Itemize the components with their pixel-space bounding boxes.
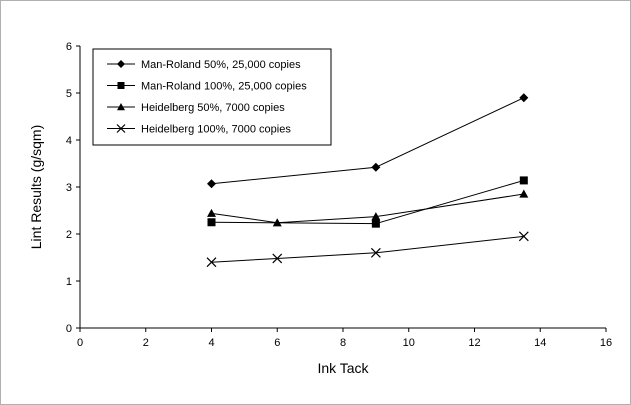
- legend-item: Man-Roland 50%, 25,000 copies: [107, 59, 301, 71]
- data-point: [371, 162, 381, 172]
- data-point: [206, 257, 217, 268]
- legend-marker: [117, 103, 125, 111]
- y-tick-label: 4: [66, 135, 72, 147]
- data-point: [371, 212, 381, 221]
- y-tick-label: 1: [66, 276, 72, 288]
- y-tick-label: 5: [66, 88, 72, 100]
- legend-label: Heidelberg 100%, 7000 copies: [141, 124, 291, 136]
- data-point: [207, 179, 216, 189]
- series-layer: [206, 93, 529, 268]
- series-1: [207, 93, 529, 189]
- legend-marker: [116, 124, 126, 133]
- legend-marker: [117, 82, 125, 89]
- legend-label: Heidelberg 50%, 7000 copies: [141, 102, 285, 114]
- data-point: [207, 208, 216, 217]
- x-tick-label: 0: [77, 337, 83, 349]
- data-point: [371, 219, 380, 228]
- y-tick-label: 2: [66, 229, 72, 241]
- x-tick-label: 2: [143, 337, 149, 349]
- data-point: [519, 176, 528, 185]
- x-tick-label: 16: [600, 337, 612, 349]
- x-tick-label: 12: [468, 337, 480, 349]
- data-point: [207, 218, 216, 227]
- legend: Man-Roland 50%, 25,000 copies Man-Roland …: [92, 48, 332, 146]
- data-point: [272, 253, 283, 264]
- legend-item: Heidelberg 100%, 7000 copies: [107, 124, 291, 136]
- series-3: [207, 189, 529, 227]
- x-axis-title: Ink Tack: [317, 360, 369, 376]
- legend-item: Heidelberg 50%, 7000 copies: [107, 102, 285, 114]
- legend-label: Man-Roland 100%, 25,000 copies: [141, 81, 307, 93]
- data-point: [370, 247, 381, 258]
- series-2: [207, 176, 528, 228]
- x-tick-label: 4: [208, 337, 214, 349]
- y-tick-label: 3: [66, 182, 72, 194]
- legend-marker: [117, 60, 125, 68]
- x-tick-label: 8: [340, 337, 346, 349]
- series-line: [211, 235, 524, 263]
- data-point: [519, 93, 529, 103]
- x-tick-label: 6: [274, 337, 280, 349]
- data-point: [519, 189, 529, 198]
- series-line: [211, 193, 524, 224]
- legend-label: Man-Roland 50%, 25,000 copies: [141, 59, 301, 71]
- x-tick-label: 10: [403, 337, 415, 349]
- y-axis-title: Lint Results (g/sqm): [28, 125, 44, 249]
- data-point: [518, 231, 529, 242]
- series-4: [206, 231, 529, 268]
- x-tick-label: 14: [534, 337, 546, 349]
- y-tick-label: 6: [66, 41, 72, 53]
- data-point: [272, 218, 282, 227]
- legend-item: Man-Roland 100%, 25,000 copies: [107, 81, 307, 93]
- y-tick-label: 0: [66, 323, 72, 335]
